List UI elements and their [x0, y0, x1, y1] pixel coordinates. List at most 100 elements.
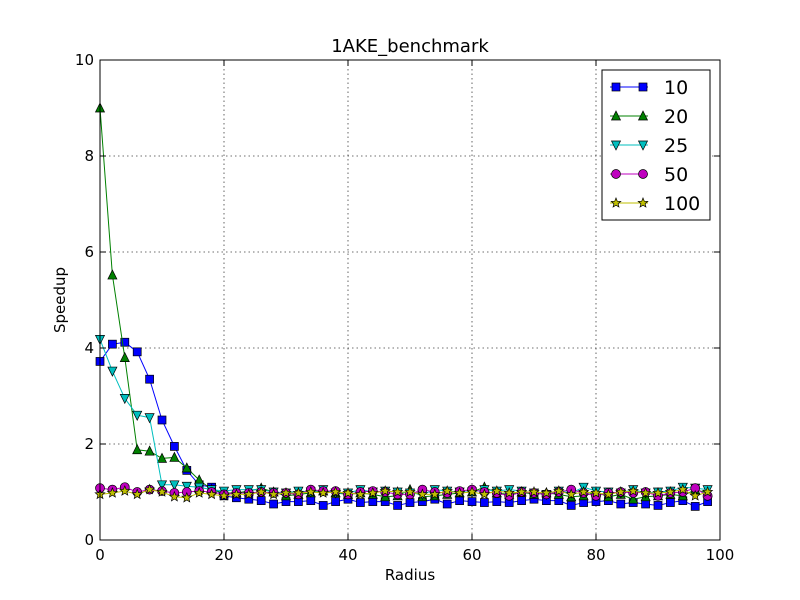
- series-10-point: [269, 499, 278, 509]
- series-25-point: [169, 480, 180, 491]
- y-tick-label: 6: [84, 243, 94, 261]
- series-10-point: [356, 498, 365, 507]
- legend-item-10: 10: [610, 77, 688, 99]
- legend-marker: [638, 169, 648, 179]
- series-25-point: [156, 480, 168, 491]
- series-10-point: [132, 347, 142, 357]
- series-10-point: [405, 498, 415, 507]
- series-10-point: [455, 496, 464, 505]
- y-tick-label: 8: [84, 147, 94, 165]
- series-100-point: [205, 488, 218, 500]
- series-100-point: [292, 487, 305, 498]
- y-tick-label: 10: [75, 51, 94, 69]
- series-100-point: [528, 486, 540, 497]
- series-10-point: [690, 502, 700, 511]
- series-layer: [94, 102, 714, 511]
- series-100-point: [627, 485, 639, 496]
- series-10-point: [641, 499, 650, 509]
- x-tick-label: 0: [95, 546, 105, 564]
- axis-ticks: 0 20 40 60 80 100 0 2 4 6 8 10: [75, 51, 734, 564]
- series-100-point: [143, 483, 156, 495]
- series-100-point: [652, 487, 664, 498]
- series-100-point: [701, 486, 714, 497]
- legend-marker: [611, 82, 621, 92]
- series-100-point: [193, 487, 205, 498]
- series-100-point: [342, 487, 354, 498]
- legend-marker: [637, 197, 649, 208]
- series-100-point: [590, 487, 602, 498]
- series-100-point: [367, 487, 379, 498]
- chart-title: 1AKE_benchmark: [331, 36, 489, 57]
- legend-marker: [611, 169, 621, 179]
- legend-marker: [637, 110, 649, 121]
- series-100-point: [416, 488, 429, 500]
- x-tick-label: 60: [462, 546, 481, 564]
- series-10-point: [517, 496, 526, 505]
- series-25-point: [107, 366, 118, 377]
- series-20-point: [181, 462, 192, 473]
- series-10-point: [393, 501, 402, 510]
- legend-marker: [638, 82, 648, 92]
- legend-label-25: 25: [664, 135, 688, 157]
- y-tick-label: 2: [84, 435, 94, 453]
- series-10-point: [318, 501, 328, 510]
- series-100-point: [664, 486, 677, 497]
- series-100-point: [391, 486, 404, 497]
- y-tick-label: 0: [84, 531, 94, 549]
- series-10-point: [368, 497, 378, 506]
- legend-label-10: 10: [664, 77, 688, 99]
- series-100-point: [181, 491, 193, 503]
- series-100-point: [317, 487, 329, 498]
- series-20-point: [156, 452, 168, 463]
- series-100-point: [565, 488, 577, 500]
- legend-item-20: 20: [610, 106, 688, 128]
- series-100-point: [602, 488, 615, 500]
- x-tick-label: 40: [338, 546, 357, 564]
- series-100-point: [429, 488, 441, 500]
- series-10-point: [256, 496, 266, 505]
- series-100-point: [379, 485, 391, 496]
- series-10-point: [108, 339, 117, 349]
- series-100-point: [491, 485, 503, 496]
- series-100-point: [267, 488, 280, 500]
- series-25-point: [132, 410, 143, 421]
- legend-item-25: 25: [610, 135, 688, 157]
- series-10-point: [480, 498, 489, 507]
- series-100-point: [131, 488, 143, 500]
- series-10-point: [442, 499, 452, 509]
- series-20-point: [132, 443, 143, 455]
- series-100-point: [466, 486, 478, 497]
- series-25-point: [144, 413, 155, 424]
- series-100-point: [243, 488, 255, 500]
- series-10-point: [492, 497, 502, 506]
- legend-marker: [637, 140, 649, 151]
- series-100-point: [441, 485, 453, 496]
- series-100-point: [689, 489, 701, 501]
- series-20-point: [107, 269, 118, 280]
- series-100-point: [453, 487, 466, 498]
- series-100-point: [156, 486, 168, 497]
- series-20-point: [628, 493, 639, 504]
- series-20-point: [169, 451, 180, 462]
- legend-label-20: 20: [664, 106, 688, 128]
- series-10-point: [157, 415, 167, 425]
- x-tick-label: 80: [586, 546, 605, 564]
- series-100-point: [329, 486, 342, 497]
- series-10-point: [145, 374, 154, 384]
- series-100-point: [639, 487, 652, 498]
- series-100-point: [677, 483, 689, 495]
- series-20-point: [119, 351, 130, 362]
- grid-lines: [100, 60, 720, 540]
- series-100-point: [553, 485, 565, 496]
- series-20-point: [144, 445, 155, 456]
- series-100-point: [168, 490, 181, 502]
- series-100-point: [280, 487, 292, 498]
- y-tick-label: 4: [84, 339, 94, 357]
- legend-label-100: 100: [664, 193, 700, 215]
- series-100-point: [354, 488, 367, 500]
- series-10-point: [566, 501, 576, 510]
- series-100-point: [540, 487, 553, 498]
- y-axis-title: Speedup: [51, 267, 69, 333]
